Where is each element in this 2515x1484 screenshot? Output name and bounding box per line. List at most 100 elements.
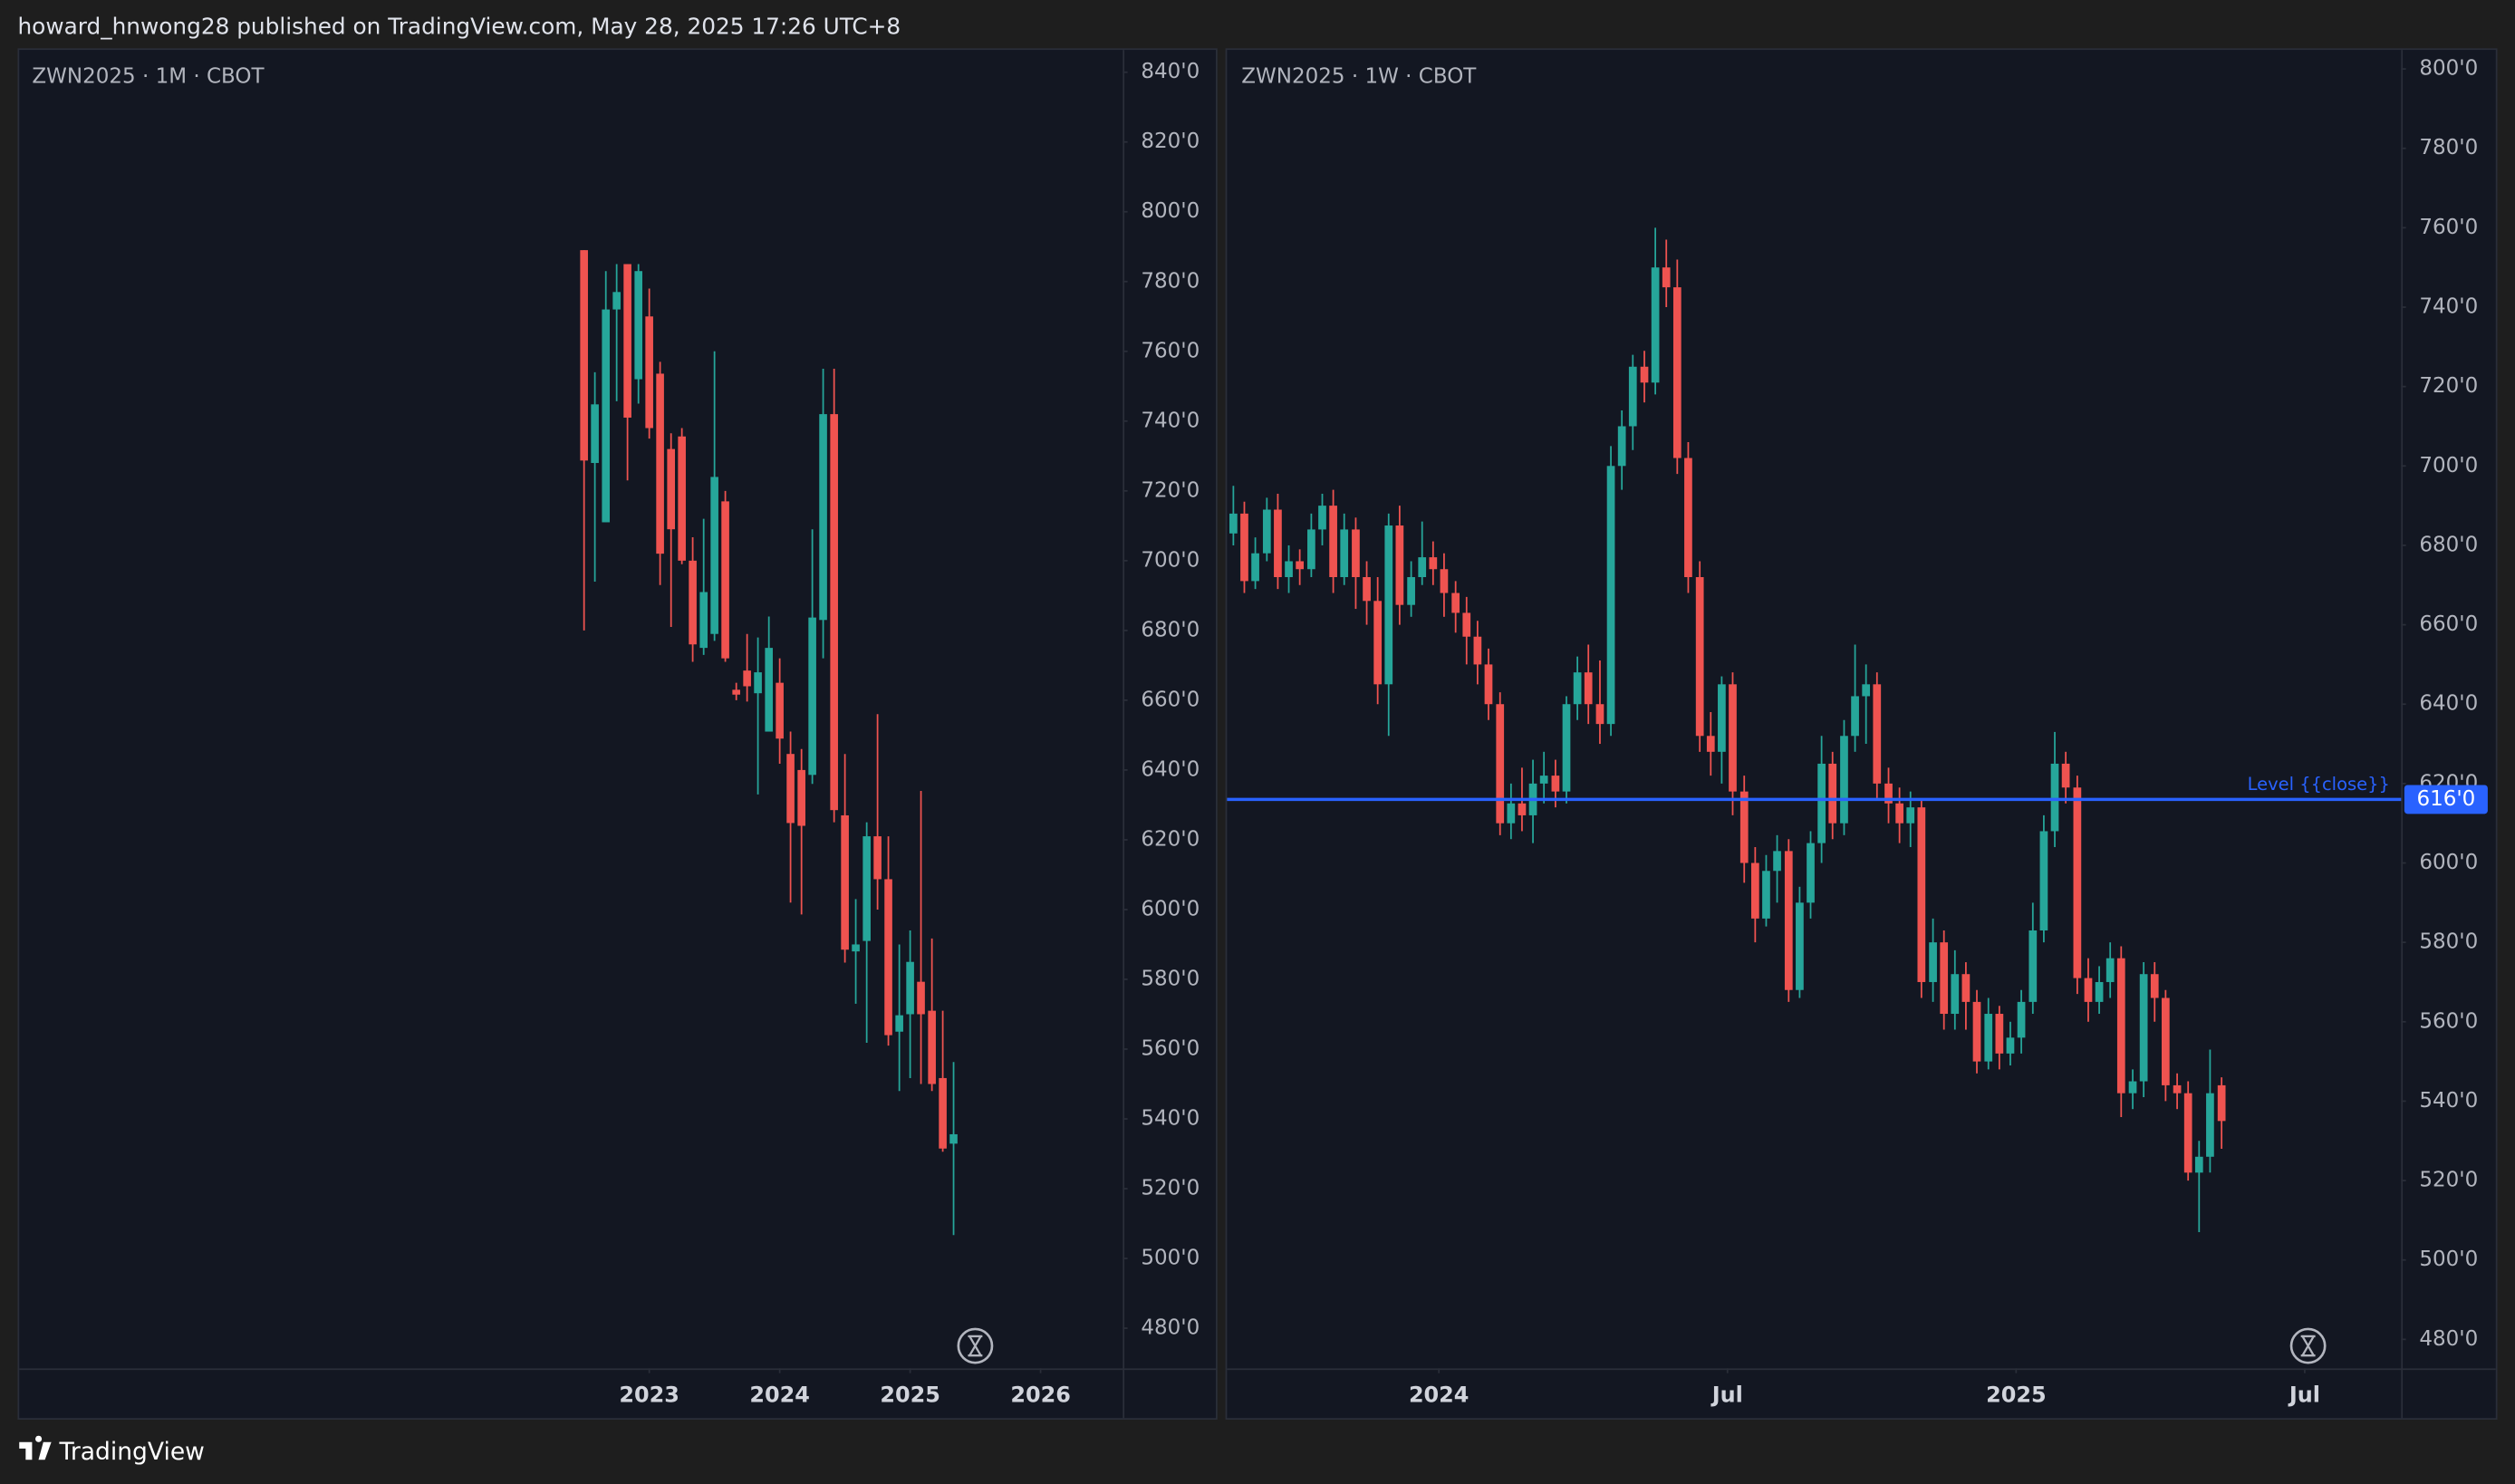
candle-body xyxy=(645,316,653,429)
candle-body xyxy=(1363,577,1371,602)
candle xyxy=(1451,581,1460,633)
candle-body xyxy=(754,672,762,694)
candle xyxy=(1951,949,1960,1030)
candle xyxy=(2139,962,2148,1098)
replay-icon[interactable] xyxy=(2289,1327,2327,1364)
candle xyxy=(1318,493,1326,545)
candle-body xyxy=(591,404,599,464)
candle xyxy=(939,1010,947,1152)
candle xyxy=(1884,767,1893,824)
candle-body xyxy=(2017,1001,2026,1038)
candle xyxy=(656,361,664,585)
candle-body xyxy=(2183,1093,2192,1173)
candle-body xyxy=(678,436,686,561)
candle xyxy=(776,658,784,764)
candle xyxy=(1418,521,1427,585)
candle xyxy=(1573,656,1582,720)
candle-body xyxy=(1873,684,1882,784)
candle xyxy=(1984,997,1993,1070)
candle xyxy=(862,822,871,1044)
y-tick-label: 840'0 xyxy=(1141,60,1200,83)
y-tick-label: 620'0 xyxy=(1141,827,1200,851)
candle-body xyxy=(1662,267,1671,288)
candle xyxy=(1628,354,1637,450)
candle-body xyxy=(1340,529,1349,578)
candle xyxy=(710,351,718,641)
y-tick-label: 480'0 xyxy=(1141,1316,1200,1340)
candle xyxy=(1240,501,1248,593)
candle-body xyxy=(623,264,631,418)
candle xyxy=(2150,962,2159,1022)
candle-body xyxy=(841,814,849,950)
candle xyxy=(743,633,751,702)
candle xyxy=(634,264,643,404)
candle xyxy=(2095,966,2104,1015)
candle-body xyxy=(884,879,892,1036)
y-tick-label: 560'0 xyxy=(2419,1009,2478,1033)
candle xyxy=(1672,259,1681,475)
chart-title: ZWN2025 · 1W · CBOT xyxy=(1241,65,1477,89)
y-tick-label: 800'0 xyxy=(2419,57,2478,81)
y-tick-label: 760'0 xyxy=(2419,216,2478,239)
candle xyxy=(2039,814,2048,943)
level-price-box xyxy=(2404,785,2488,814)
candle-body xyxy=(1972,1001,1981,1062)
candle xyxy=(1828,751,1837,840)
candle xyxy=(786,731,795,903)
candle-body xyxy=(743,670,751,687)
candle xyxy=(2128,1069,2137,1110)
candle xyxy=(830,369,838,823)
y-tick-label: 800'0 xyxy=(1141,199,1200,223)
candle xyxy=(1307,513,1315,578)
candle-body xyxy=(699,592,708,649)
candle-body xyxy=(819,414,827,621)
candle-body xyxy=(1484,664,1493,705)
candle-body xyxy=(1762,871,1770,919)
y-tick-label: 740'0 xyxy=(1141,409,1200,432)
candle-body xyxy=(906,961,914,1015)
replay-icon[interactable] xyxy=(957,1327,994,1364)
candle xyxy=(2017,989,2026,1054)
candle xyxy=(2183,1081,2192,1181)
header-text: howard_hnwong28 published on TradingView… xyxy=(17,13,901,39)
candle-body xyxy=(808,617,816,776)
candle-body xyxy=(1274,509,1282,578)
candle xyxy=(819,369,827,659)
candle xyxy=(765,616,773,732)
candle xyxy=(732,682,740,700)
y-tick-label: 740'0 xyxy=(2419,295,2478,319)
candle xyxy=(1562,696,1571,804)
candle-body xyxy=(710,477,718,634)
candle xyxy=(928,938,936,1092)
candle-body xyxy=(1595,704,1604,725)
candle-body xyxy=(765,648,773,732)
candle xyxy=(1706,711,1715,776)
candle xyxy=(1473,621,1482,685)
candle xyxy=(1373,577,1383,705)
candle xyxy=(1718,676,1726,784)
candle xyxy=(1940,930,1949,1030)
candle-body xyxy=(1640,366,1649,383)
candle-body xyxy=(1917,807,1926,982)
candle-body xyxy=(1628,366,1637,427)
candle xyxy=(2050,731,2059,847)
tradingview-logo[interactable]: TradingView xyxy=(19,1435,205,1466)
left-panel xyxy=(17,48,1218,1420)
y-tick-label: 680'0 xyxy=(2419,533,2478,556)
candle xyxy=(895,944,903,1092)
candle-body xyxy=(1584,672,1593,705)
candle-body xyxy=(786,754,795,824)
candle xyxy=(1750,846,1759,943)
candle-body xyxy=(2194,1156,2203,1173)
chart-title: ZWN2025 · 1M · CBOT xyxy=(32,65,265,89)
y-tick-label: 480'0 xyxy=(2419,1327,2478,1351)
candle-body xyxy=(1451,593,1460,613)
candle-body xyxy=(873,836,882,880)
candle xyxy=(667,433,675,628)
candle-body xyxy=(634,271,643,380)
candle xyxy=(1363,561,1371,625)
candle xyxy=(1762,854,1770,927)
y-tick-label: 820'0 xyxy=(1141,130,1200,153)
candle-body xyxy=(1251,553,1259,582)
candle-body xyxy=(2073,787,2082,978)
